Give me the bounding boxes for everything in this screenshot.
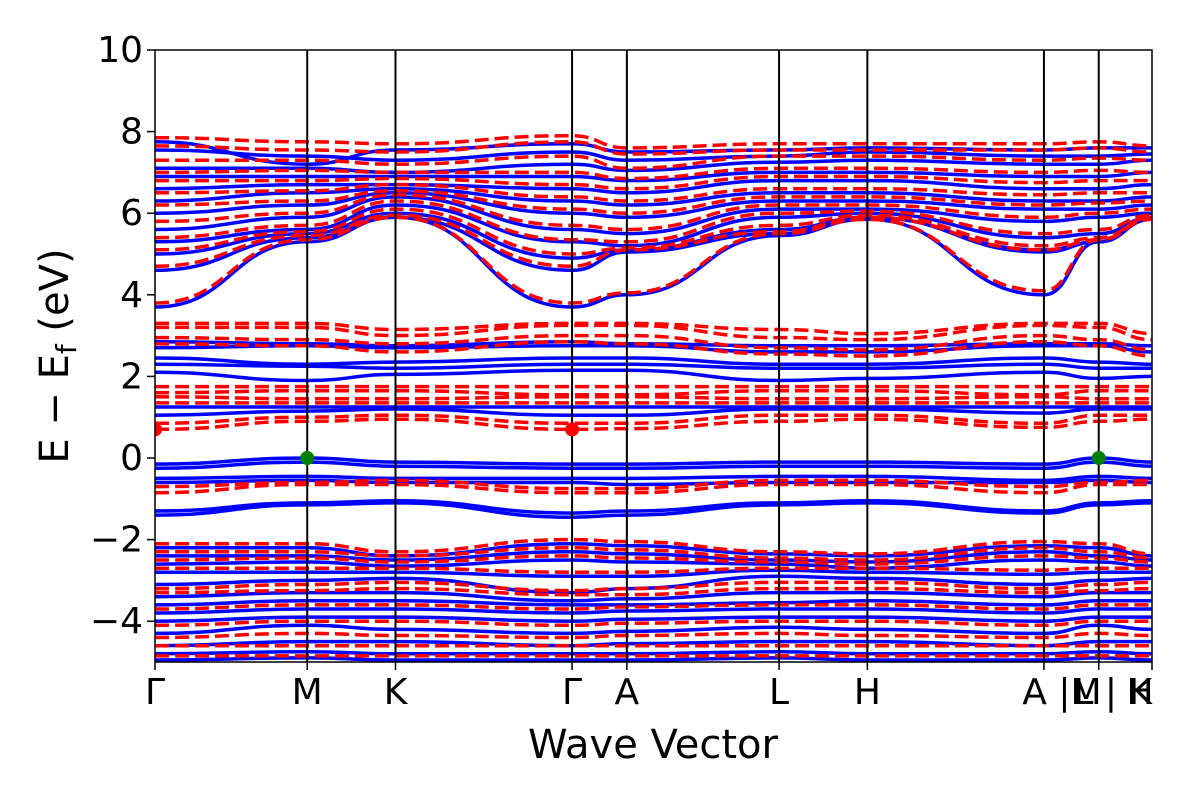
x-tick-label: A xyxy=(615,672,640,713)
spin-up-band-line xyxy=(155,407,1152,417)
y-axis-title-subscript: f xyxy=(50,343,83,354)
y-tick-label: −2 xyxy=(90,520,143,561)
spin-up-band-line xyxy=(155,362,1152,370)
spin-down-band-line xyxy=(155,388,1152,397)
y-axis-title: E − Ef (eV) xyxy=(32,248,83,463)
x-tick-label: H xyxy=(1126,672,1153,713)
y-tick-label: 6 xyxy=(120,193,143,234)
x-tick-label: M xyxy=(292,672,323,713)
vbm-marker xyxy=(1091,451,1106,465)
spin-down-band-line xyxy=(155,323,1152,342)
bands-layer xyxy=(155,133,1152,662)
x-tick-label: Γ xyxy=(145,672,165,713)
x-axis-title: Wave Vector xyxy=(528,722,779,768)
x-tick-label: K xyxy=(384,672,409,713)
kpoint-dividers xyxy=(306,50,1100,662)
x-tick-label: L xyxy=(769,672,789,713)
y-tick-label: 2 xyxy=(120,356,143,397)
spin-up-band-line xyxy=(155,368,1152,383)
spin-down-band-line xyxy=(155,213,1152,268)
y-tick-label: 4 xyxy=(120,275,143,316)
x-tick-label: L | K xyxy=(1073,672,1153,713)
x-tick-label: H xyxy=(854,672,881,713)
y-tick-label: −4 xyxy=(90,601,143,642)
spin-down-band-line xyxy=(155,395,1152,401)
y-axis-ticks: 10 8 6 4 2 0 −2 −4 xyxy=(90,30,155,642)
spin-down-band-line xyxy=(155,417,1152,432)
cbm-marker xyxy=(565,422,580,437)
x-tick-label: A |M xyxy=(1022,672,1101,713)
y-axis-title-main: E − E xyxy=(32,354,78,464)
spin-down-band-line xyxy=(155,193,1152,232)
plot-frame xyxy=(154,49,1153,663)
spin-down-band-line xyxy=(155,215,1152,305)
y-tick-label: 10 xyxy=(97,30,143,71)
spin-down-band-line xyxy=(155,133,1152,150)
spin-up-band-line xyxy=(155,650,1152,656)
y-axis-title-unit: (eV) xyxy=(32,248,78,344)
extrema-markers xyxy=(155,422,1106,465)
x-tick-label: Γ xyxy=(562,672,582,713)
cbm-marker xyxy=(155,422,162,437)
y-tick-label: 0 xyxy=(120,438,143,479)
y-tick-label: 8 xyxy=(120,112,143,153)
vbm-marker xyxy=(300,451,315,465)
spin-up-band-line xyxy=(155,656,1152,662)
